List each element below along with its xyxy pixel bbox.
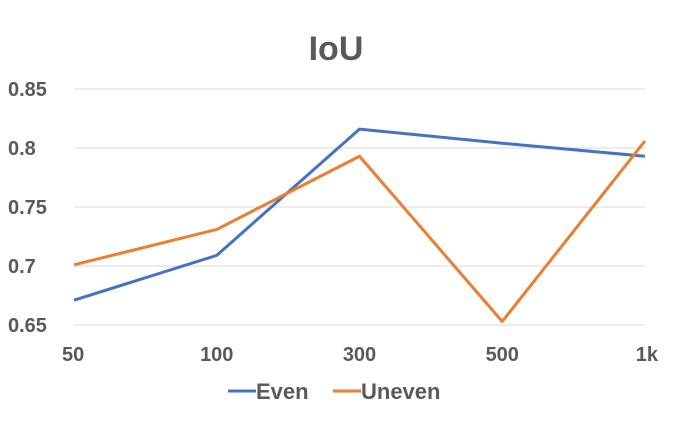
y-tick-label: 0.75 xyxy=(8,197,47,219)
gridlines xyxy=(74,88,645,326)
y-tick-label: 0.7 xyxy=(8,256,36,278)
x-tick-label: 300 xyxy=(343,344,376,366)
x-tick-label: 500 xyxy=(486,344,519,366)
y-tick-label: 0.65 xyxy=(8,315,47,337)
x-tick-label: 100 xyxy=(200,344,233,366)
series-line-uneven xyxy=(73,139,647,323)
legend-label-uneven: Uneven xyxy=(361,379,440,404)
chart-title: IoU xyxy=(309,30,364,68)
y-axis-ticks: 0.65 0.7 0.75 0.8 0.85 xyxy=(8,79,47,337)
legend-label-even: Even xyxy=(256,379,309,404)
series-lines xyxy=(73,127,647,323)
legend: Even Uneven xyxy=(228,379,440,404)
y-tick-label: 0.8 xyxy=(8,138,36,160)
y-tick-label: 0.85 xyxy=(8,79,47,101)
x-tick-label: 50 xyxy=(62,344,84,366)
series-line-even xyxy=(73,127,646,302)
x-tick-label: 1k xyxy=(636,344,659,366)
x-axis-ticks: 50 100 300 500 1k xyxy=(62,344,659,366)
